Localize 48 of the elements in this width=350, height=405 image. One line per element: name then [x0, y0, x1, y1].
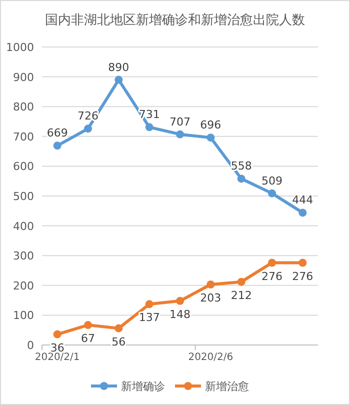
y-tick-label: 0	[27, 339, 34, 352]
point	[114, 76, 123, 84]
point	[114, 324, 123, 332]
y-tick-label: 200	[13, 279, 34, 292]
point	[145, 123, 154, 132]
point	[268, 258, 276, 267]
data-label: 212	[230, 288, 252, 302]
data-label: 890	[108, 60, 130, 74]
data-label: 137	[138, 311, 160, 324]
data-label: 148	[170, 308, 190, 321]
x-tick-label: 2020/2/1	[34, 352, 80, 363]
data-label: 276	[262, 270, 282, 283]
data-label: 276	[292, 270, 314, 283]
y-tick-label: 500	[13, 190, 34, 203]
y-tick-label: 400	[13, 220, 34, 233]
legend-label: 新增确诊	[121, 380, 165, 393]
point	[176, 130, 184, 138]
point	[298, 258, 307, 267]
y-tick-label: 900	[13, 70, 34, 84]
point	[53, 142, 62, 150]
data-label: 56	[112, 335, 126, 348]
x-tick-label: 2020/2/6	[188, 352, 234, 363]
point	[237, 174, 246, 183]
point	[145, 300, 154, 308]
data-label: 509	[262, 174, 282, 188]
point	[237, 278, 246, 286]
y-tick-label: 300	[13, 250, 34, 263]
point	[298, 208, 307, 217]
data-label: 67	[81, 332, 95, 346]
data-label: 203	[200, 292, 222, 305]
y-tick-label: 600	[13, 160, 34, 174]
data-label: 696	[200, 118, 222, 132]
point	[84, 124, 92, 133]
y-tick-label: 800	[13, 100, 34, 114]
point	[84, 321, 92, 330]
point	[268, 189, 276, 198]
legend-label: 新增治愈	[205, 380, 249, 393]
point	[176, 296, 184, 305]
chart-title: 国内非湖北地区新增确诊和新增治愈出院人数	[45, 13, 305, 28]
point	[206, 134, 215, 142]
y-tick-label: 1000	[6, 41, 34, 54]
data-label: 669	[46, 126, 68, 140]
y-tick-label: 700	[13, 130, 34, 144]
point	[206, 280, 215, 289]
data-label: 707	[170, 115, 190, 128]
point	[53, 330, 62, 338]
data-label: 444	[292, 194, 314, 207]
y-tick-label: 100	[13, 309, 34, 322]
